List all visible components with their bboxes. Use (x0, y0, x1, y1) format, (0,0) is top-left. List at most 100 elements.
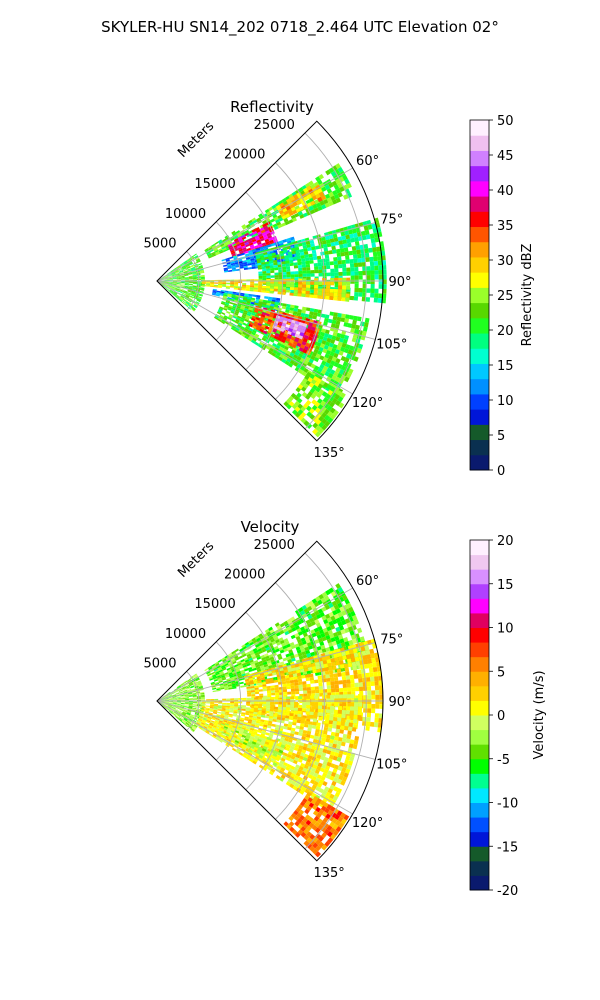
echo-cell (336, 252, 342, 257)
echo-cell (299, 214, 305, 219)
echo-cell (243, 240, 249, 244)
echo-cell (238, 248, 243, 252)
echo-cell (280, 255, 285, 260)
echo-cell (172, 280, 177, 281)
echo-cell (221, 246, 226, 250)
echo-cell (375, 694, 380, 700)
echo-cell (345, 255, 350, 260)
echo-cell (188, 286, 193, 289)
echo-cell (270, 685, 275, 689)
echo-cell (171, 273, 176, 276)
echo-cell (281, 261, 286, 265)
echo-cell (182, 291, 187, 294)
echo-cell (168, 283, 173, 285)
echo-cell (317, 259, 322, 263)
echo-cell (258, 213, 263, 218)
echo-cell (310, 269, 315, 274)
echo-cell (370, 676, 375, 682)
echo-cell (257, 243, 263, 248)
echo-cell (297, 261, 302, 266)
echo-cell (166, 288, 170, 291)
echo-cell (250, 246, 255, 250)
echo-cell (192, 275, 197, 277)
echo-cell (338, 687, 344, 693)
echo-cell (184, 286, 189, 288)
echo-cell (308, 205, 314, 211)
azimuth-tick-label: 135° (313, 446, 344, 461)
echo-cell (302, 687, 308, 691)
echo-cell (171, 286, 176, 289)
echo-cell (280, 212, 286, 217)
echo-cell (191, 292, 196, 295)
echo-cell (317, 675, 322, 680)
echo-cell (230, 249, 235, 253)
echo-cell (271, 204, 277, 210)
echo-cell (378, 265, 383, 271)
echo-cell (160, 282, 165, 284)
echo-cell (218, 240, 223, 245)
echo-cell (213, 247, 218, 251)
echo-cell (324, 254, 330, 259)
echo-cell (240, 243, 246, 247)
echo-cell (185, 294, 190, 297)
colorbar-tick-label: 40 (497, 184, 514, 199)
echo-cell (168, 284, 173, 287)
echo-cell (257, 241, 262, 246)
echo-cell (213, 248, 219, 252)
colorbar-swatch (470, 409, 489, 425)
echo-cell (171, 273, 176, 276)
echo-cell (234, 698, 239, 700)
echo-cell (326, 285, 331, 289)
echo-cell (172, 277, 177, 279)
echo-cell (184, 273, 189, 276)
echo-cell (274, 684, 279, 688)
echo-cell (180, 274, 185, 276)
echo-cell (167, 274, 172, 277)
echo-cell (277, 224, 283, 229)
echo-cell (206, 702, 211, 704)
echo-cell (349, 315, 354, 320)
echo-cell (199, 266, 204, 270)
echo-cell (188, 283, 193, 285)
echo-cell (269, 265, 274, 269)
echo-cell (351, 661, 357, 667)
echo-cell (265, 241, 271, 245)
echo-cell (346, 271, 351, 276)
echo-cell (218, 702, 223, 705)
echo-cell (367, 695, 372, 700)
echo-cell (173, 291, 178, 294)
echo-cell (238, 260, 243, 264)
echo-cell (200, 278, 205, 280)
echo-cell (188, 297, 193, 301)
echo-cell (346, 285, 351, 290)
echo-cell (190, 293, 195, 296)
echo-cell (200, 270, 205, 273)
echo-cell (345, 671, 350, 676)
echo-cell (184, 284, 189, 286)
echo-cell (262, 213, 268, 218)
echo-cell (190, 265, 195, 268)
echo-cell (171, 286, 176, 289)
echo-cell (160, 283, 164, 286)
echo-cell (184, 282, 189, 284)
echo-cell (266, 281, 271, 284)
echo-cell (311, 195, 318, 201)
echo-cell (179, 270, 183, 273)
echo-cell (180, 276, 185, 278)
echo-cell (344, 667, 350, 672)
echo-cell (166, 288, 170, 292)
echo-cell (184, 303, 188, 308)
echo-cell (192, 701, 197, 703)
echo-cell (202, 701, 207, 703)
echo-cell (366, 681, 371, 687)
echo-cell (164, 281, 169, 283)
echo-cell (266, 283, 271, 287)
echo-cell (292, 201, 298, 207)
echo-cell (183, 270, 188, 273)
echo-cell (192, 274, 197, 276)
echo-cell (215, 251, 220, 255)
echo-cell (200, 698, 205, 700)
echo-cell (193, 253, 197, 257)
echo-cell (337, 672, 342, 677)
echo-cell (171, 287, 176, 290)
